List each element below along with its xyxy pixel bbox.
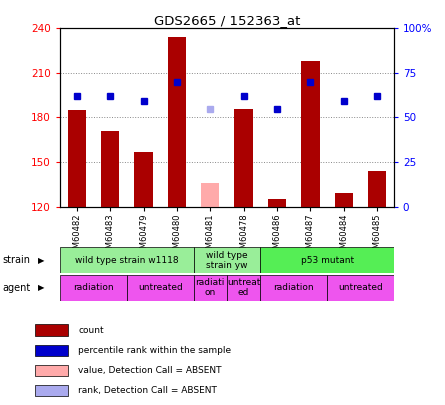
Bar — [60, 247, 194, 273]
Bar — [168, 37, 186, 207]
Bar — [35, 345, 68, 356]
Text: untreated: untreated — [338, 283, 383, 292]
Text: p53 mutant: p53 mutant — [300, 256, 354, 265]
Bar — [327, 275, 394, 301]
Bar — [60, 275, 127, 301]
Text: wild type
strain yw: wild type strain yw — [206, 251, 248, 270]
Bar — [335, 193, 353, 207]
Text: untreat
ed: untreat ed — [227, 278, 260, 297]
Text: untreated: untreated — [138, 283, 182, 292]
Bar — [227, 275, 260, 301]
Text: radiati
on: radiati on — [195, 278, 225, 297]
Bar — [35, 365, 68, 376]
Bar — [194, 275, 227, 301]
Text: ▶: ▶ — [38, 283, 44, 292]
Bar — [201, 183, 219, 207]
Text: value, Detection Call = ABSENT: value, Detection Call = ABSENT — [78, 366, 222, 375]
Text: strain: strain — [2, 255, 30, 265]
Title: GDS2665 / 152363_at: GDS2665 / 152363_at — [154, 14, 300, 27]
Text: agent: agent — [2, 283, 30, 293]
Text: ▶: ▶ — [38, 256, 44, 265]
Text: percentile rank within the sample: percentile rank within the sample — [78, 346, 231, 355]
Text: radiation: radiation — [73, 283, 114, 292]
Bar — [301, 61, 320, 207]
Bar — [260, 247, 394, 273]
Bar — [134, 151, 153, 207]
Text: rank, Detection Call = ABSENT: rank, Detection Call = ABSENT — [78, 386, 217, 395]
Bar — [260, 275, 327, 301]
Text: wild type strain w1118: wild type strain w1118 — [75, 256, 178, 265]
Bar — [368, 171, 386, 207]
Bar — [35, 324, 68, 336]
Bar — [127, 275, 194, 301]
Bar — [235, 109, 253, 207]
Bar — [35, 385, 68, 396]
Bar — [194, 247, 260, 273]
Bar — [268, 199, 286, 207]
Text: count: count — [78, 326, 104, 335]
Bar — [68, 110, 86, 207]
Text: radiation: radiation — [273, 283, 314, 292]
Bar — [101, 131, 119, 207]
